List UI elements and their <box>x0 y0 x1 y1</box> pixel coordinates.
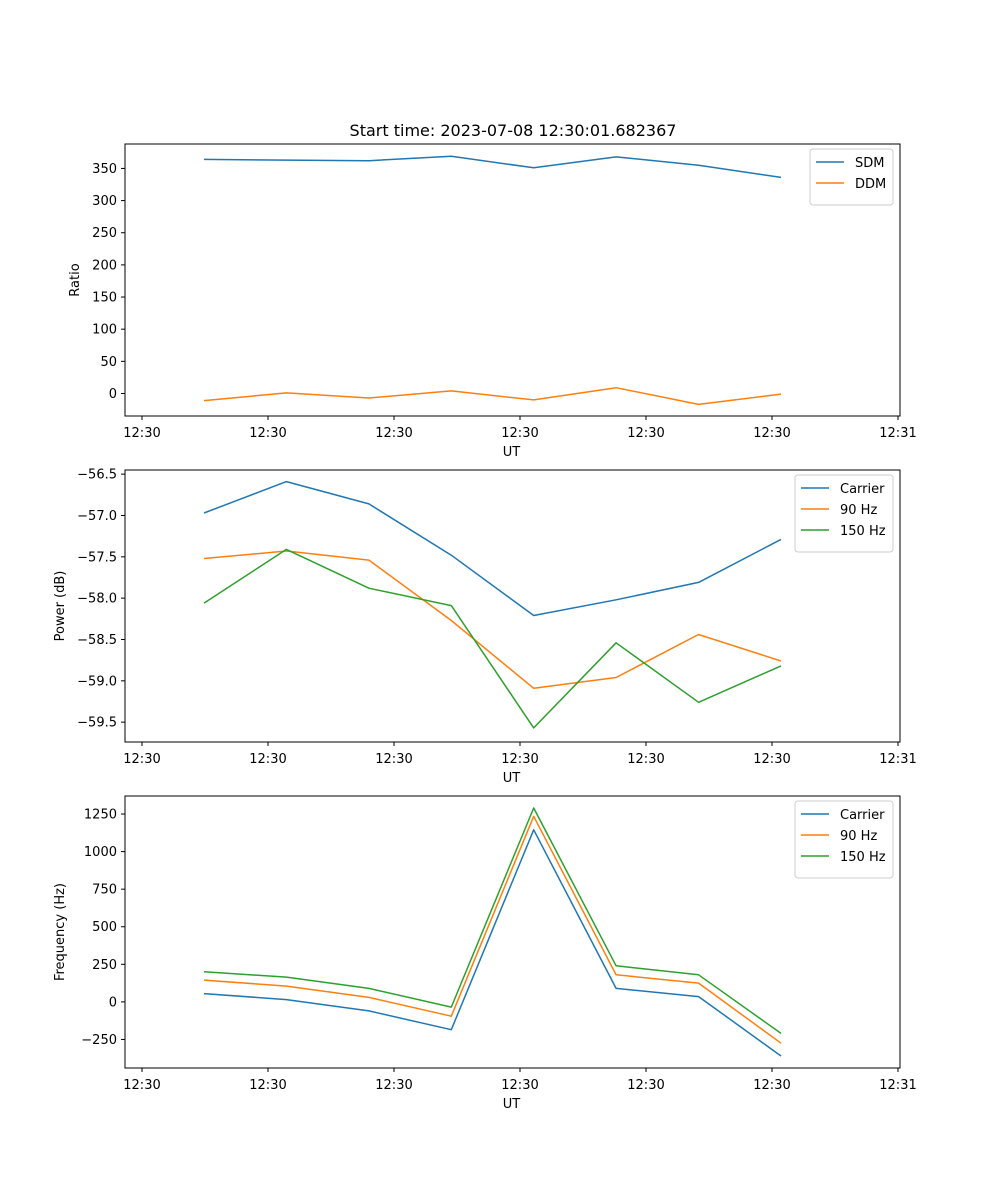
y-axis-label: Ratio <box>68 263 83 296</box>
y-tick-label: 1000 <box>84 845 117 860</box>
legend-label: 90 Hz <box>840 829 877 844</box>
y-tick-label: 100 <box>92 323 117 338</box>
x-tick-label: 12:31 <box>879 426 916 441</box>
x-tick-label: 12:30 <box>375 1078 412 1093</box>
y-tick-label: −57.5 <box>77 550 117 565</box>
y-tick-label: 0 <box>109 387 117 402</box>
chart-panel-2: −59.5 −59.0 −58.5 −58.0 −57.5 −57.0 −56.5 12:30… <box>53 468 917 786</box>
legend-box <box>809 148 894 206</box>
x-tick-label: 12:30 <box>123 1078 160 1093</box>
series-line-ddm <box>203 386 782 406</box>
x-tick-label: 12:30 <box>123 426 160 441</box>
axes-frame <box>124 143 901 417</box>
x-axis-label: UT <box>503 771 521 786</box>
y-tick-label: −58.0 <box>77 592 117 607</box>
y-tick-label: −56.5 <box>77 468 117 483</box>
legend-box <box>794 474 894 553</box>
x-tick-label: 12:30 <box>375 752 412 767</box>
y-tick-label: −59.5 <box>77 716 117 731</box>
x-tick-label: 12:30 <box>375 426 412 441</box>
x-tick-label: 12:30 <box>249 1078 286 1093</box>
series-line-carrier <box>203 480 782 617</box>
y-tick-label: 250 <box>92 226 117 241</box>
y-axis-label: Frequency (Hz) <box>53 883 68 981</box>
series-line-90-hz <box>203 550 782 690</box>
y-tick-label: 350 <box>92 162 117 177</box>
legend-box <box>794 800 894 879</box>
chart-panel-1: 0 50 100 150 200 250 300 350 12:30 12:30 12:30 12:3… <box>68 143 917 460</box>
legend-label: 150 Hz <box>840 850 886 865</box>
x-tick-label: 12:30 <box>627 752 664 767</box>
legend-label: Carrier <box>840 808 885 823</box>
series-line-sdm <box>203 155 782 179</box>
x-tick-label: 12:31 <box>879 1078 916 1093</box>
series-line-carrier <box>203 829 782 1057</box>
y-tick-label: 750 <box>92 883 117 898</box>
legend-label: Carrier <box>840 482 885 497</box>
x-tick-label: 12:30 <box>753 1078 790 1093</box>
x-tick-label: 12:30 <box>501 1078 538 1093</box>
y-tick-label: 1250 <box>84 808 117 823</box>
series-line-90-hz <box>203 815 782 1044</box>
y-tick-label: −250 <box>81 1033 117 1048</box>
x-tick-label: 12:30 <box>123 752 160 767</box>
axes-frame <box>124 469 901 743</box>
x-axis-label: UT <box>503 445 521 460</box>
y-tick-label: 250 <box>92 958 117 973</box>
y-tick-label: 200 <box>92 258 117 273</box>
chart-panel-3: −250 0 250 500 750 1000 1250 12:30 12:30 12:30 12:… <box>53 795 917 1112</box>
chart-panels: 0 50 100 150 200 250 300 350 12:30 12:30 12:30 12:3… <box>53 143 917 1112</box>
y-tick-label: 150 <box>92 291 117 306</box>
x-tick-label: 12:30 <box>753 752 790 767</box>
y-tick-label: −57.0 <box>77 509 117 524</box>
y-axis-label: Power (dB) <box>53 571 68 642</box>
y-tick-label: −59.0 <box>77 674 117 689</box>
y-tick-label: 500 <box>92 920 117 935</box>
x-axis-label: UT <box>503 1097 521 1112</box>
legend-label: 90 Hz <box>840 503 877 518</box>
legend-label: SDM <box>855 156 884 171</box>
y-tick-label: −58.5 <box>77 633 117 648</box>
figure-title: Start time: 2023-07-08 12:30:01.682367 <box>350 121 677 140</box>
x-tick-label: 12:31 <box>879 752 916 767</box>
y-tick-label: 50 <box>100 355 117 370</box>
x-tick-label: 12:30 <box>627 426 664 441</box>
x-tick-label: 12:30 <box>249 426 286 441</box>
axes-frame <box>124 795 901 1069</box>
x-tick-label: 12:30 <box>501 426 538 441</box>
series-line-150-hz <box>203 548 782 729</box>
y-tick-label: 0 <box>109 995 117 1010</box>
x-tick-label: 12:30 <box>753 426 790 441</box>
x-tick-label: 12:30 <box>249 752 286 767</box>
series-line-150-hz <box>203 807 782 1035</box>
y-tick-label: 300 <box>92 194 117 209</box>
x-tick-label: 12:30 <box>627 1078 664 1093</box>
legend-label: 150 Hz <box>840 524 886 539</box>
x-tick-label: 12:30 <box>501 752 538 767</box>
legend-label: DDM <box>855 177 886 192</box>
